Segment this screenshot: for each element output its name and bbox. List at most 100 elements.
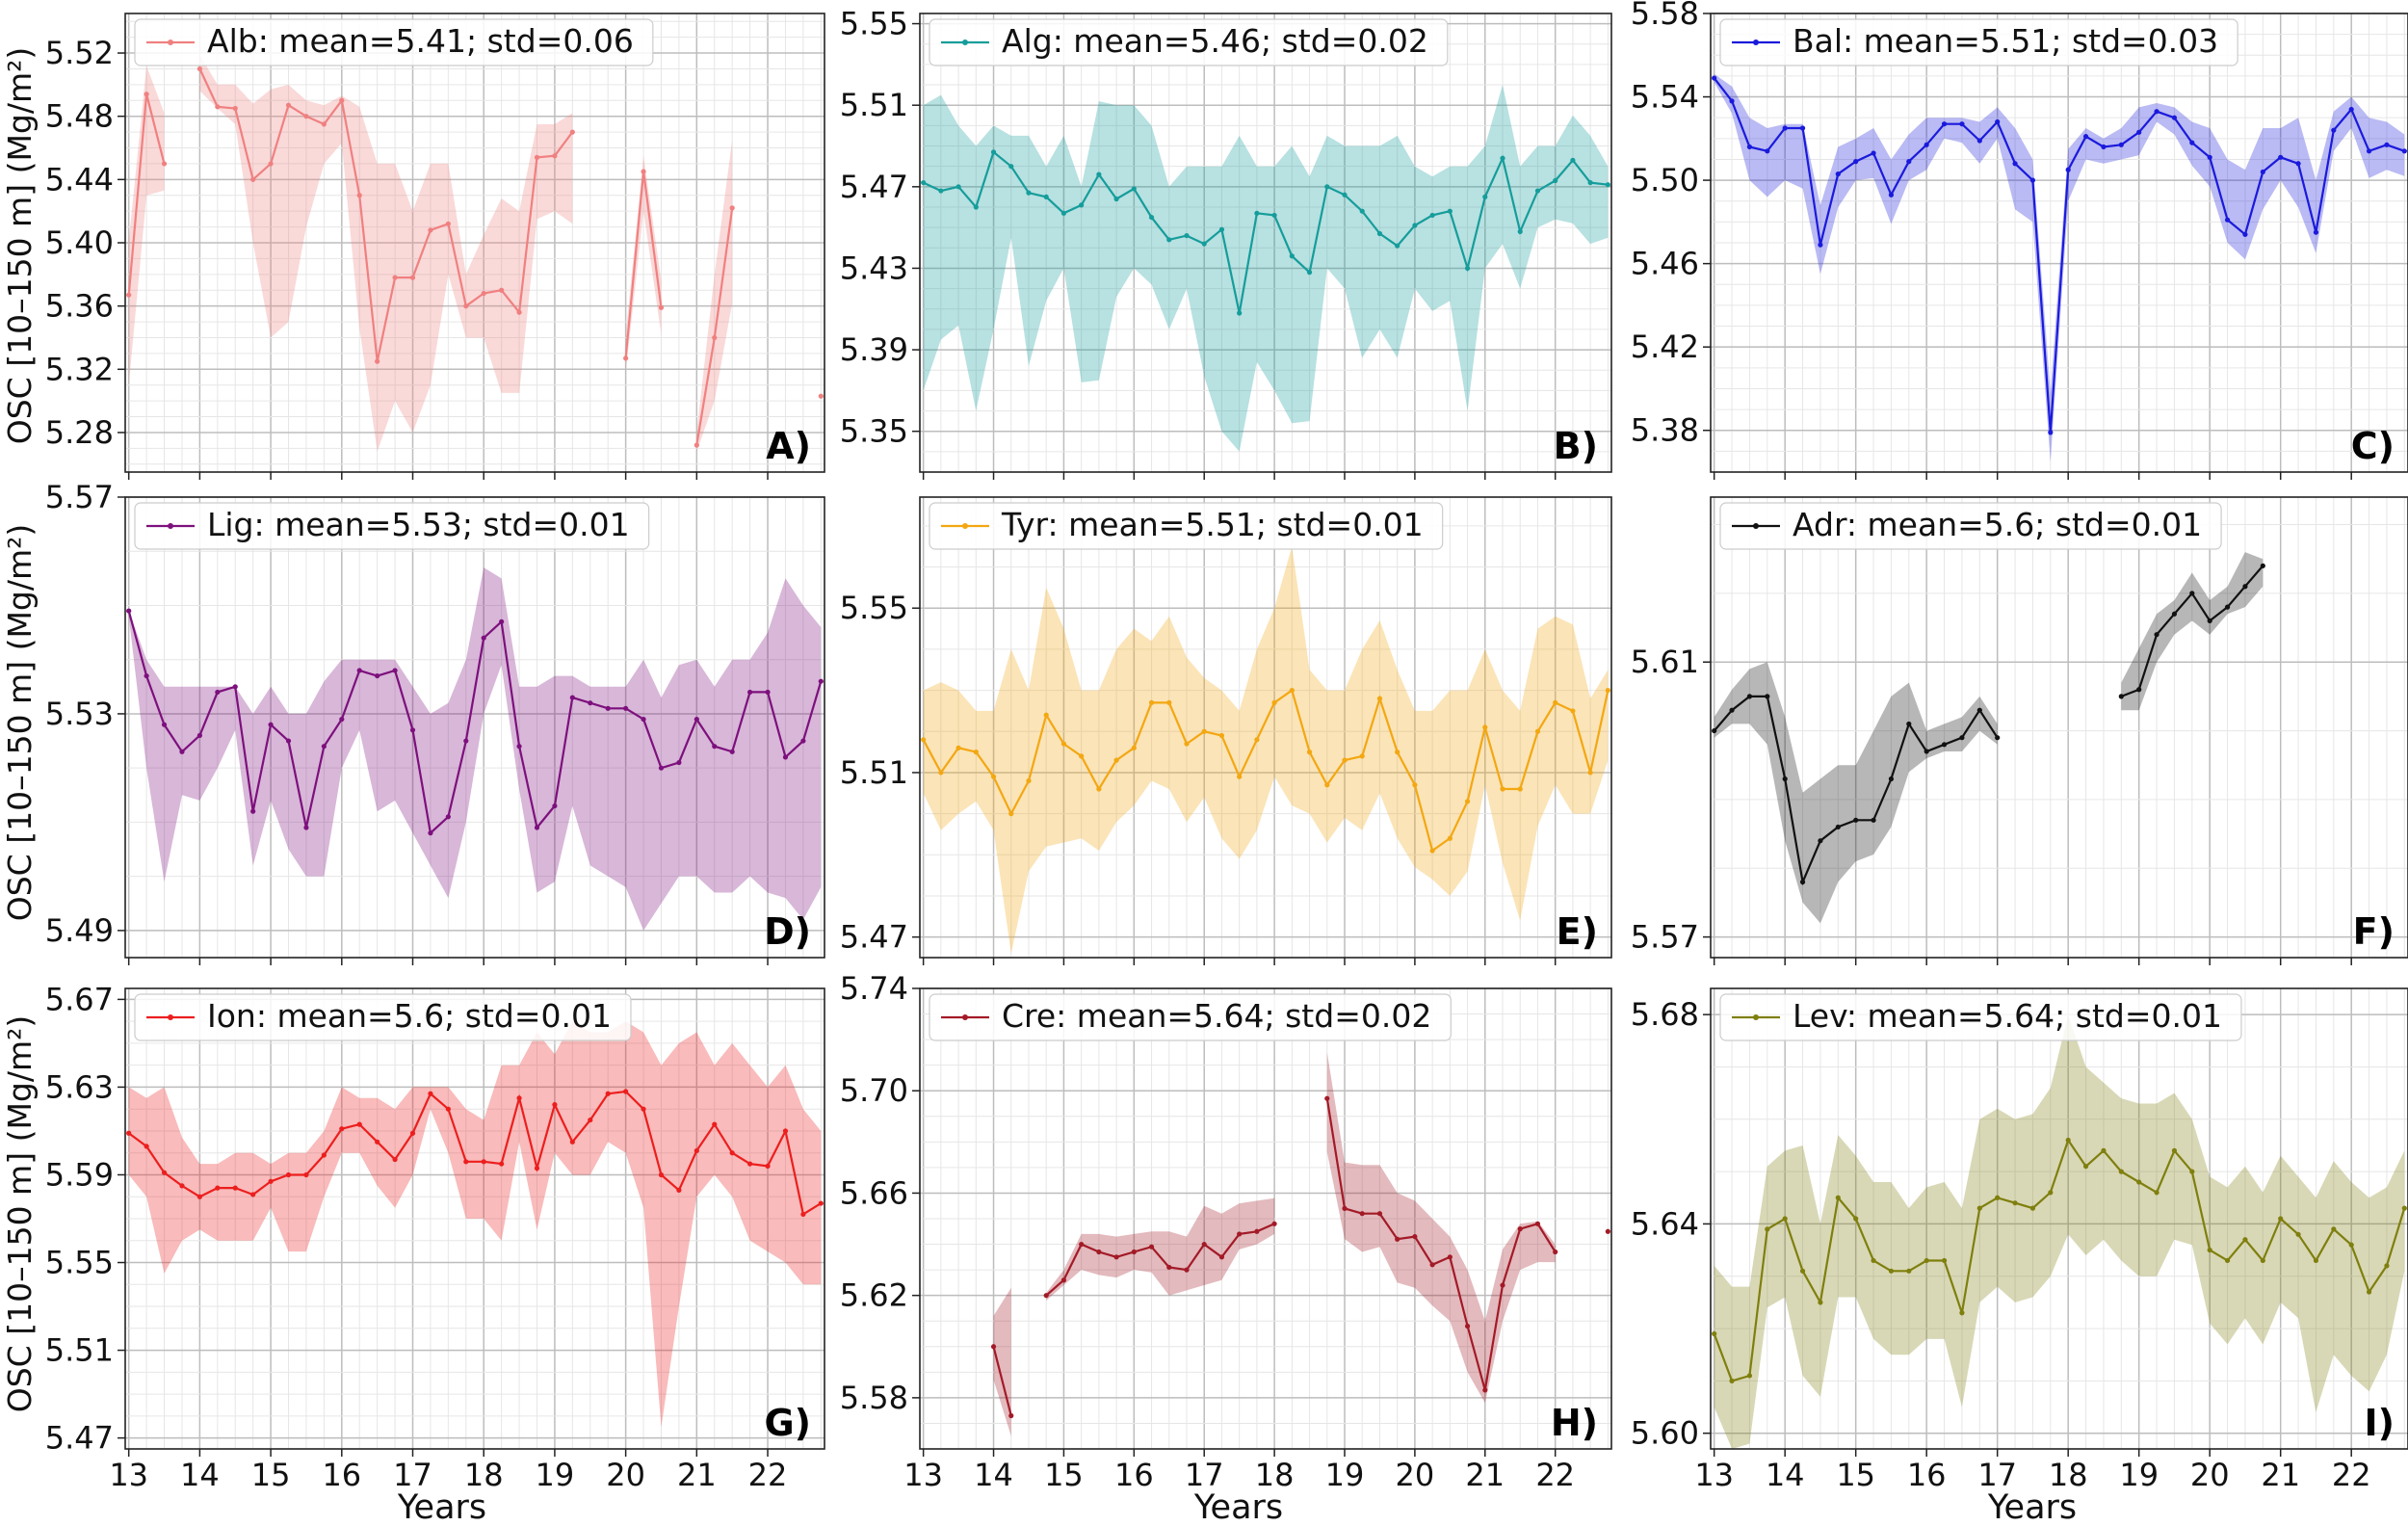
data-point [481,290,486,297]
data-point [2242,231,2248,237]
data-point [658,1171,665,1178]
data-point [938,188,944,194]
panel-letter: B) [1554,425,1598,467]
data-point [1254,1228,1260,1234]
data-point [921,737,927,743]
data-point [1941,742,1948,748]
data-point [729,1150,735,1156]
data-point [1271,212,1277,219]
data-point [196,1194,202,1199]
data-point [2136,1179,2142,1185]
data-point [392,668,398,673]
data-point [1060,210,1067,216]
data-point [428,830,433,836]
data-point [1166,1264,1172,1271]
data-point [1605,687,1610,694]
panel-d: 5.49 5.53 5.57 Lig: mean=5.53; std=0.01 D) [45,479,825,965]
data-point [144,672,149,679]
data-point [428,1091,433,1096]
data-point [463,738,469,744]
legend-label: Cre: mean=5.64; std=0.02 [1002,997,1431,1035]
panel-letter: G) [764,1402,811,1444]
data-point [1289,687,1295,694]
data-point [2224,604,2231,610]
data-point [126,608,132,614]
data-point [2295,161,2301,167]
legend-box [1719,18,2238,66]
y-tick-label: 5.36 [45,288,114,325]
data-point [921,179,927,186]
data-point [1570,157,1576,163]
data-point [445,814,451,820]
data-point [516,744,522,750]
data-point [1835,171,1841,177]
data-point [1729,98,1735,104]
data-point [1500,1282,1505,1288]
data-point [1553,177,1558,184]
x-tick-label: 18 [464,1457,504,1493]
data-point [2171,1147,2178,1153]
data-point [1835,1195,1841,1200]
data-point [1324,1095,1330,1101]
std-band [1714,73,2405,462]
data-point [2189,1169,2195,1174]
data-point [2278,1216,2284,1222]
data-point [569,695,575,700]
y-tick-label: 5.58 [1631,0,1699,32]
data-point [409,727,416,733]
data-point [303,114,309,119]
data-point [1359,753,1365,759]
data-point [1447,835,1453,841]
data-point [179,1183,185,1189]
plot-area [990,1052,1610,1436]
y-tick-label: 5.39 [840,331,908,368]
data-point [1254,210,1260,216]
y-axis-title-middle: OSC [10–150 m] (Mg/m²) [1,524,39,921]
data-point [1060,1277,1067,1283]
data-point [1729,707,1735,713]
data-point [1553,699,1558,705]
data-point [1237,310,1243,316]
legend-box [929,18,1449,66]
y-tick-label: 5.40 [45,224,114,261]
legend-marker [962,523,968,529]
data-point [1605,182,1610,188]
data-point [1271,699,1277,705]
data-point [1712,727,1717,734]
data-point [1218,226,1225,232]
data-point [2331,1226,2337,1232]
y-tick-label: 5.61 [1631,644,1699,680]
data-point [321,121,327,127]
axes-frame [124,496,825,959]
data-point [2065,167,2071,172]
data-point [1712,75,1717,81]
y-tick-label: 5.47 [840,169,908,205]
panel-letter: A) [766,425,811,467]
legend-marker [962,1014,968,1020]
data-point [1237,774,1243,779]
std-band [2121,552,2264,711]
data-point [1008,811,1014,817]
data-point [1306,270,1313,276]
data-point [215,689,221,696]
data-point [1395,243,1400,249]
data-point [356,1121,362,1127]
data-point [179,749,185,754]
x-tick-label: 17 [393,1457,432,1493]
data-point [1553,1249,1558,1255]
data-point [1218,732,1225,739]
data-point [800,1211,806,1218]
series-line [198,67,574,362]
data-point [375,672,380,679]
data-point [428,227,433,233]
data-point [2207,154,2212,160]
x-tick-label: 15 [1836,1457,1875,1493]
data-point [818,393,824,399]
x-tick-label: 14 [180,1457,220,1493]
panel-letter: F) [2353,910,2395,953]
y-tick-label: 5.28 [45,414,114,451]
axes-frame [124,987,825,1450]
data-point [2260,563,2265,568]
series-line [922,688,1610,853]
series-line [1045,1223,1275,1297]
